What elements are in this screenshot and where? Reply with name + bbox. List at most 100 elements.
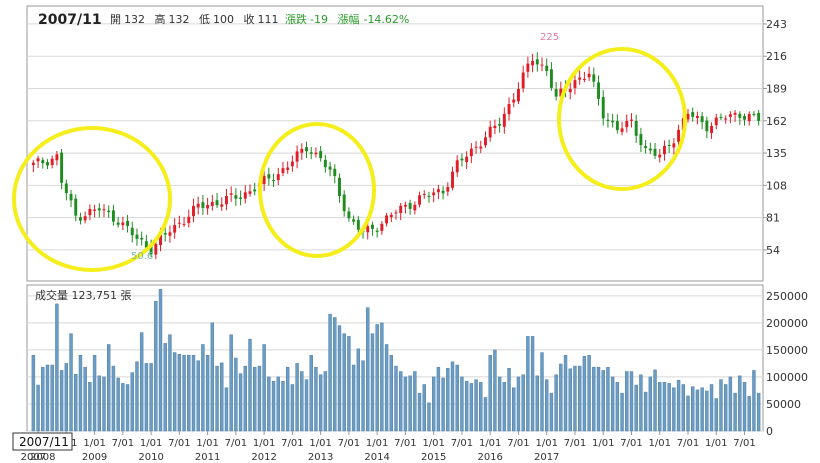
- volume-bar: [625, 371, 629, 432]
- x-tick-label: 7/01: [281, 438, 303, 449]
- volume-bar: [92, 355, 97, 432]
- volume-bar: [243, 365, 248, 432]
- volume-bar: [356, 348, 361, 432]
- candle-body: [512, 99, 516, 103]
- volume-bar: [526, 336, 530, 432]
- candle-body: [248, 191, 252, 194]
- change-value: -19: [310, 13, 328, 26]
- candle-body: [733, 112, 737, 115]
- volume-bar: [497, 376, 502, 432]
- volume-bar: [408, 375, 412, 432]
- volume-bar: [747, 396, 751, 432]
- candle-body: [107, 210, 111, 213]
- volume-bar: [144, 363, 149, 432]
- candle-body: [196, 203, 200, 208]
- price-tick-label: 216: [766, 50, 787, 63]
- candle-body: [192, 205, 195, 217]
- volume-bar: [83, 366, 87, 432]
- volume-bar: [610, 376, 615, 432]
- volume-bar: [281, 381, 285, 432]
- header-change: 漲跌 -19 漲幅 -14.62%: [285, 12, 409, 26]
- volume-bar: [676, 379, 681, 432]
- candle-body: [592, 74, 596, 82]
- candle-body: [121, 222, 125, 226]
- candle-body: [159, 234, 162, 246]
- volume-bar: [229, 334, 233, 432]
- volume-bar: [554, 374, 558, 432]
- volume-bar: [210, 322, 215, 432]
- x-tick-label: 7/01: [620, 438, 642, 449]
- candle-body: [36, 158, 40, 162]
- candle-body: [140, 237, 144, 240]
- candle-body: [441, 190, 445, 194]
- candle-body: [695, 115, 699, 118]
- volume-bar: [479, 382, 483, 432]
- pct-value: -14.62%: [363, 13, 409, 26]
- x-year-label: 2009: [82, 452, 107, 463]
- volume-bar: [394, 365, 398, 432]
- candle-body: [611, 120, 615, 123]
- candle-body: [55, 154, 59, 161]
- candle-body: [747, 113, 751, 122]
- close-value: 111: [258, 13, 279, 26]
- candle-body: [554, 89, 558, 97]
- volume-bar: [450, 361, 455, 432]
- volume-bar: [234, 357, 238, 432]
- candle-body: [672, 143, 676, 148]
- volume-bar: [224, 387, 229, 432]
- volume-tick-label: 100000: [766, 371, 808, 384]
- volume-bar: [403, 376, 408, 432]
- cursor-label-box: [12, 432, 73, 451]
- candle-body: [295, 151, 299, 162]
- volume-bar: [563, 355, 568, 432]
- volume-bar: [257, 365, 262, 432]
- volume-bar: [653, 369, 657, 432]
- volume-bar: [719, 379, 723, 432]
- candle-body: [573, 80, 577, 89]
- candle-body: [281, 168, 285, 174]
- volume-bar: [596, 366, 601, 432]
- candle-body: [83, 216, 87, 221]
- volume-bar: [559, 363, 563, 432]
- x-tick-label: 1/01: [196, 438, 218, 449]
- volume-bar: [441, 377, 445, 432]
- price-tick-label: 162: [766, 115, 787, 128]
- volume-tick-label: 200000: [766, 317, 808, 330]
- x-tick-label: 7/01: [112, 438, 134, 449]
- x-tick-label: 7/01: [507, 438, 529, 449]
- volume-bar: [398, 371, 403, 432]
- x-year-label: 2008: [30, 452, 55, 463]
- candle-body: [474, 146, 478, 148]
- volume-bar: [41, 366, 45, 432]
- volume-bar: [55, 303, 59, 432]
- x-tick-label: 1/01: [479, 438, 501, 449]
- candle-body: [549, 69, 553, 88]
- volume-bar: [629, 371, 634, 432]
- volume-bar: [681, 384, 686, 432]
- volume-bar: [686, 395, 690, 432]
- candle-body: [338, 177, 341, 197]
- candle-body: [356, 219, 360, 230]
- candle-body: [455, 160, 459, 173]
- candle-body: [144, 241, 148, 248]
- volume-bar: [31, 355, 36, 432]
- volume-bar: [549, 392, 554, 432]
- candle-body: [41, 160, 45, 164]
- candle-body: [634, 120, 638, 136]
- candle-body: [389, 214, 393, 218]
- candle-body: [239, 197, 243, 199]
- candle-body: [380, 223, 384, 231]
- candle-body: [719, 116, 723, 118]
- volume-bar: [149, 363, 153, 432]
- price-tick-label: 189: [766, 83, 787, 96]
- volume-bar: [606, 366, 610, 432]
- candle-body: [243, 192, 247, 199]
- volume-bar: [648, 376, 653, 432]
- candle-body: [710, 126, 714, 134]
- x-tick-label: 7/01: [338, 438, 360, 449]
- volume-bar: [130, 372, 134, 432]
- candle-body: [451, 171, 454, 188]
- price-tick-label: 54: [766, 244, 780, 257]
- volume-bar: [300, 371, 304, 432]
- x-tick-label: 7/01: [225, 438, 247, 449]
